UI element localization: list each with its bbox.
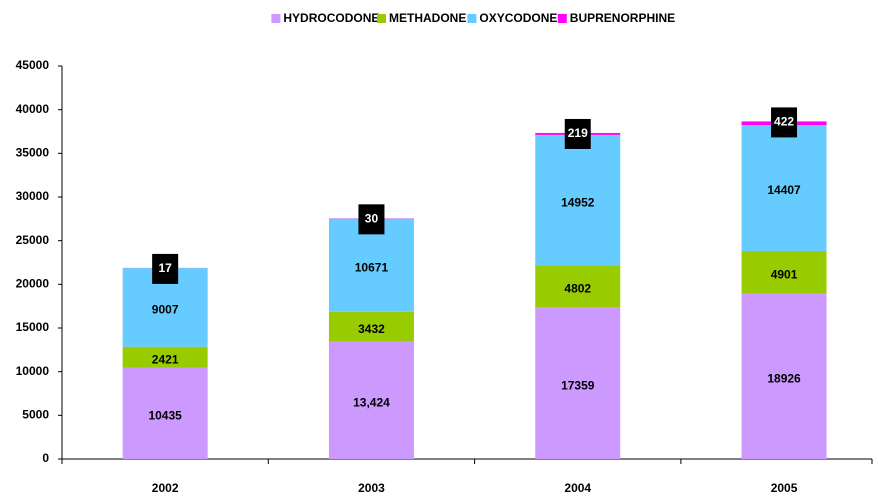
- data-label: 18926: [767, 372, 801, 386]
- x-tick-label: 2003: [358, 481, 385, 495]
- bar-segment: [535, 134, 621, 266]
- y-tick-label: 10000: [16, 364, 50, 378]
- legend-label: METHADONE: [389, 11, 466, 25]
- legend-swatch: [377, 14, 386, 23]
- bar-segment: [122, 346, 208, 368]
- y-tick-label: 15000: [16, 320, 50, 334]
- x-tick-label: 2002: [152, 481, 179, 495]
- x-tick-label: 2005: [771, 481, 798, 495]
- data-label: 4802: [564, 282, 591, 296]
- bar-segment: [535, 265, 621, 308]
- data-label: 3432: [358, 322, 385, 336]
- y-tick-label: 20000: [16, 277, 50, 291]
- bar-segment: [741, 250, 827, 294]
- data-label: 9007: [152, 303, 179, 317]
- y-tick-label: 5000: [22, 408, 49, 422]
- label-box: [358, 204, 385, 235]
- data-label: 17359: [561, 378, 595, 392]
- data-label: 14952: [561, 195, 595, 209]
- label-box: [564, 118, 591, 149]
- data-label: 4901: [771, 267, 798, 281]
- data-label: 14407: [767, 183, 801, 197]
- data-label: 13,424: [353, 396, 390, 410]
- y-tick-label: 40000: [16, 102, 50, 116]
- data-label: 10671: [355, 260, 389, 274]
- bar-segment: [535, 307, 621, 459]
- data-label: 17: [158, 261, 172, 275]
- bar-segment: [328, 341, 414, 459]
- bar-segment: [122, 367, 208, 459]
- x-tick-label: 2004: [564, 481, 591, 495]
- data-label: 2421: [152, 352, 179, 366]
- legend-swatch: [271, 14, 281, 23]
- legend-label: BUPRENORPHINE: [570, 11, 675, 25]
- legend-label: HYDROCODONE: [283, 11, 379, 25]
- y-tick-label: 35000: [16, 146, 50, 160]
- legend-label: OXYCODONE: [479, 11, 557, 25]
- y-tick-label: 45000: [16, 58, 50, 72]
- data-label: 10435: [148, 409, 182, 423]
- bar-segment: [741, 125, 827, 251]
- legend-swatch: [467, 14, 477, 23]
- label-box: [771, 107, 798, 138]
- bar-segment: [741, 293, 827, 459]
- y-tick-label: 0: [42, 451, 49, 465]
- data-label: 422: [774, 115, 794, 129]
- data-label: 30: [365, 212, 379, 226]
- data-label: 219: [568, 126, 588, 140]
- legend-swatch: [557, 14, 567, 23]
- y-tick-label: 30000: [16, 189, 50, 203]
- y-tick-label: 25000: [16, 233, 50, 247]
- bar-segment: [328, 311, 414, 342]
- label-box: [152, 253, 179, 284]
